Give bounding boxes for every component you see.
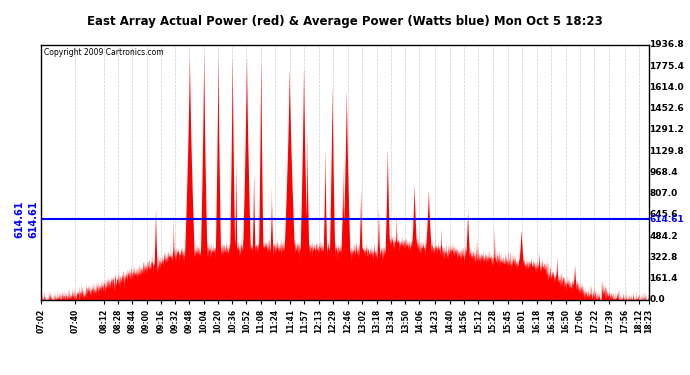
Text: 645.6: 645.6 xyxy=(649,210,678,219)
Text: 614.61: 614.61 xyxy=(14,200,24,238)
Text: 1775.4: 1775.4 xyxy=(649,62,684,71)
Text: 1452.6: 1452.6 xyxy=(649,104,684,113)
Text: 484.2: 484.2 xyxy=(649,232,678,241)
Text: 1291.2: 1291.2 xyxy=(649,126,684,135)
Text: 807.0: 807.0 xyxy=(649,189,678,198)
Text: 1129.8: 1129.8 xyxy=(649,147,684,156)
Text: 161.4: 161.4 xyxy=(649,274,678,283)
Text: 968.4: 968.4 xyxy=(649,168,678,177)
Text: 322.8: 322.8 xyxy=(649,253,678,262)
Text: 614.61: 614.61 xyxy=(28,200,39,238)
Text: 1936.8: 1936.8 xyxy=(649,40,684,50)
Text: East Array Actual Power (red) & Average Power (Watts blue) Mon Oct 5 18:23: East Array Actual Power (red) & Average … xyxy=(87,15,603,28)
Text: 1614.0: 1614.0 xyxy=(649,83,684,92)
Text: Copyright 2009 Cartronics.com: Copyright 2009 Cartronics.com xyxy=(44,48,164,57)
Text: 614.61: 614.61 xyxy=(649,214,684,223)
Text: 0.0: 0.0 xyxy=(649,296,665,304)
